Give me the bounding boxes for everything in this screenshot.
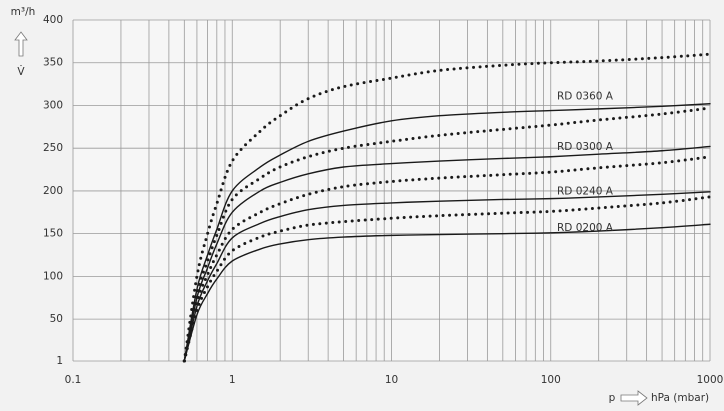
- dotted-line: [182, 155, 712, 363]
- x-tick-label: 0.1: [65, 374, 82, 386]
- y-tick-label: 200: [43, 185, 63, 197]
- x-unit-label: hPa (mbar): [651, 392, 709, 404]
- y-label: V̇: [17, 65, 25, 78]
- line: [183, 103, 711, 362]
- line: [183, 191, 711, 362]
- y-tick-label: 400: [43, 14, 63, 26]
- series-label: RD 0300 A: [557, 141, 614, 153]
- y-tick-label: 150: [43, 228, 63, 240]
- line: [183, 223, 711, 362]
- x-symbol: p: [609, 392, 616, 404]
- y-arrow: [14, 31, 28, 57]
- dotted-line: [182, 195, 712, 363]
- x-tick-label: 10: [385, 374, 398, 386]
- y-tick-label: 1: [56, 355, 63, 367]
- y-unit-label: m³/h: [11, 6, 36, 18]
- series-label: RD 0200 A: [557, 222, 614, 234]
- y-tick-label: 100: [43, 270, 63, 282]
- series-label: RD 0240 A: [557, 185, 614, 197]
- dotted-line: [182, 106, 712, 363]
- y-tick-label: 350: [43, 57, 63, 69]
- y-tick-label: 50: [50, 313, 63, 325]
- x-arrow: [620, 390, 648, 406]
- x-tick-label: 1: [229, 374, 236, 386]
- x-tick-label: 100: [541, 374, 561, 386]
- series-label: RD 0360 A: [557, 91, 614, 103]
- dotted-line: [182, 52, 712, 363]
- y-tick-label: 300: [43, 99, 63, 111]
- y-tick-label: 250: [43, 142, 63, 154]
- x-tick-label: 1000: [697, 374, 724, 386]
- line: [183, 145, 711, 362]
